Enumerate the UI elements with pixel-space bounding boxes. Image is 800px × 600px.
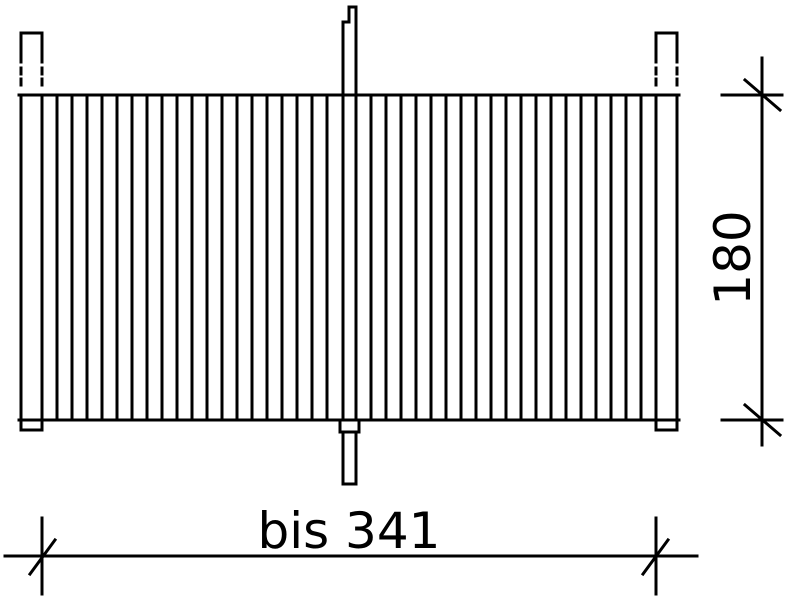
right-post-top [654,31,679,92]
vertical-slats [40,93,658,422]
right-post-bottom [654,418,679,432]
width-dimension-label: bis 341 [257,502,440,560]
left-post-top [19,31,44,92]
height-dimension [720,56,784,447]
center-post [338,5,361,486]
width-dimension [3,516,699,596]
left-post-bottom [19,418,44,432]
gate-panel [17,93,681,422]
height-dimension-label: 180 [704,210,762,305]
